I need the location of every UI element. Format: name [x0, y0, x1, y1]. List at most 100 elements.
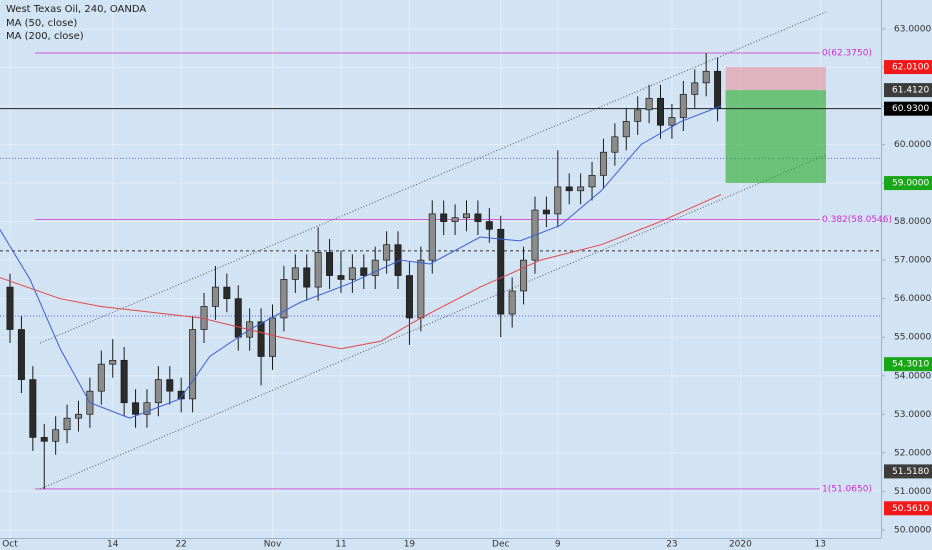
candle-body — [611, 136, 619, 153]
candle-body — [40, 437, 48, 442]
candle-body — [702, 70, 710, 84]
y-tick-label: 51.0000 — [894, 487, 931, 497]
price-tag-label: 59.0000 — [892, 179, 929, 189]
y-tick-label: 56.0000 — [894, 294, 931, 304]
candle-body — [280, 279, 288, 319]
candle-body — [714, 70, 722, 110]
trendline — [39, 11, 827, 344]
candle-body — [497, 228, 505, 315]
candle-body — [474, 213, 482, 222]
price-tag-label: 54.3010 — [892, 360, 929, 370]
y-tick-label: 55.0000 — [894, 333, 931, 343]
candle-body — [451, 217, 459, 222]
x-tick-label: 22 — [175, 540, 186, 550]
candle-body — [645, 97, 653, 111]
candle-body — [120, 359, 128, 404]
candle-body — [428, 213, 436, 261]
legend-entry: MA (50, close) — [6, 18, 77, 29]
y-tick-label: 63.0000 — [894, 24, 931, 34]
candle-body — [326, 252, 334, 276]
candle-body — [6, 286, 14, 330]
candle-body — [154, 379, 162, 404]
price-tag — [884, 176, 932, 191]
candle-body — [383, 244, 391, 261]
y-tick-label: 57.0000 — [894, 256, 931, 266]
price-tag-label: 61.4120 — [892, 86, 929, 96]
y-tick-label: 58.0000 — [894, 217, 931, 227]
candle-body — [371, 259, 379, 276]
x-tick-label: Dec — [492, 540, 509, 550]
candle-body — [542, 209, 550, 215]
fib-label: 0.382(58.0546) — [822, 215, 892, 225]
candle-body — [657, 97, 665, 126]
candle-body — [291, 267, 299, 280]
x-tick-label: 2020 — [729, 540, 752, 550]
target-zone — [725, 90, 826, 184]
price-tag — [884, 357, 932, 372]
x-tick-label: Nov — [264, 540, 282, 550]
candle-body — [109, 359, 117, 365]
y-tick-label: 53.0000 — [894, 410, 931, 420]
candle-body — [417, 259, 425, 319]
candle-body — [74, 413, 82, 419]
candle-body — [668, 117, 676, 126]
candle-body — [634, 109, 642, 122]
x-tick-label: 19 — [404, 540, 416, 550]
ma-line — [0, 105, 722, 419]
price-tag — [884, 83, 932, 98]
candle-body — [577, 186, 585, 192]
candle-body — [211, 286, 219, 307]
candle-body — [588, 175, 596, 188]
candle-body — [234, 298, 242, 338]
candle-body — [440, 213, 448, 222]
candle-body — [303, 267, 311, 288]
candle-body — [348, 267, 356, 280]
x-tick-label: Oct — [2, 540, 18, 550]
x-tick-label: 13 — [815, 540, 826, 550]
candle-body — [337, 275, 345, 280]
stop-zone — [725, 67, 826, 91]
candle-body — [485, 221, 493, 230]
candle-body — [314, 252, 322, 288]
candle-body — [29, 379, 37, 438]
price-tag — [884, 464, 932, 479]
fib-label: 0(62.3750) — [822, 48, 872, 58]
candle-body — [143, 402, 151, 415]
candle-body — [360, 267, 368, 276]
candle-body — [132, 402, 140, 415]
candle-body — [189, 329, 197, 400]
y-tick-label: 52.0000 — [894, 448, 931, 458]
candle-body — [691, 82, 699, 95]
candle-body — [97, 363, 105, 392]
candle-body — [52, 429, 60, 442]
candle-body — [223, 286, 231, 300]
y-tick-label: 50.0000 — [894, 525, 931, 535]
y-tick-label: 60.0000 — [894, 140, 931, 150]
candle-body — [257, 321, 265, 357]
price-tag — [884, 501, 932, 516]
candle-body — [17, 329, 25, 380]
candle-body — [554, 186, 562, 215]
x-tick-label: 23 — [666, 540, 677, 550]
candle-body — [177, 390, 185, 400]
candle-body — [463, 213, 470, 219]
candle-body — [63, 417, 71, 431]
ma-line — [0, 194, 722, 350]
candle-body — [166, 379, 174, 392]
candle-body — [520, 259, 528, 292]
x-tick-label: 14 — [107, 540, 119, 550]
fib-label: 1(51.0650) — [822, 484, 872, 494]
legend-entry: MA (200, close) — [6, 31, 84, 42]
x-tick-label: 11 — [335, 540, 346, 550]
candle-body — [622, 121, 630, 138]
y-tick-label: 54.0000 — [894, 371, 931, 381]
x-tick-label: 9 — [555, 540, 561, 550]
candle-body — [565, 186, 573, 192]
candle-body — [269, 317, 276, 357]
chart-title: West Texas Oil, 240, OANDA — [6, 4, 146, 15]
trendline — [39, 154, 827, 490]
price-tag-label: 50.5610 — [892, 504, 929, 514]
price-tag-label: 62.0100 — [892, 63, 929, 73]
